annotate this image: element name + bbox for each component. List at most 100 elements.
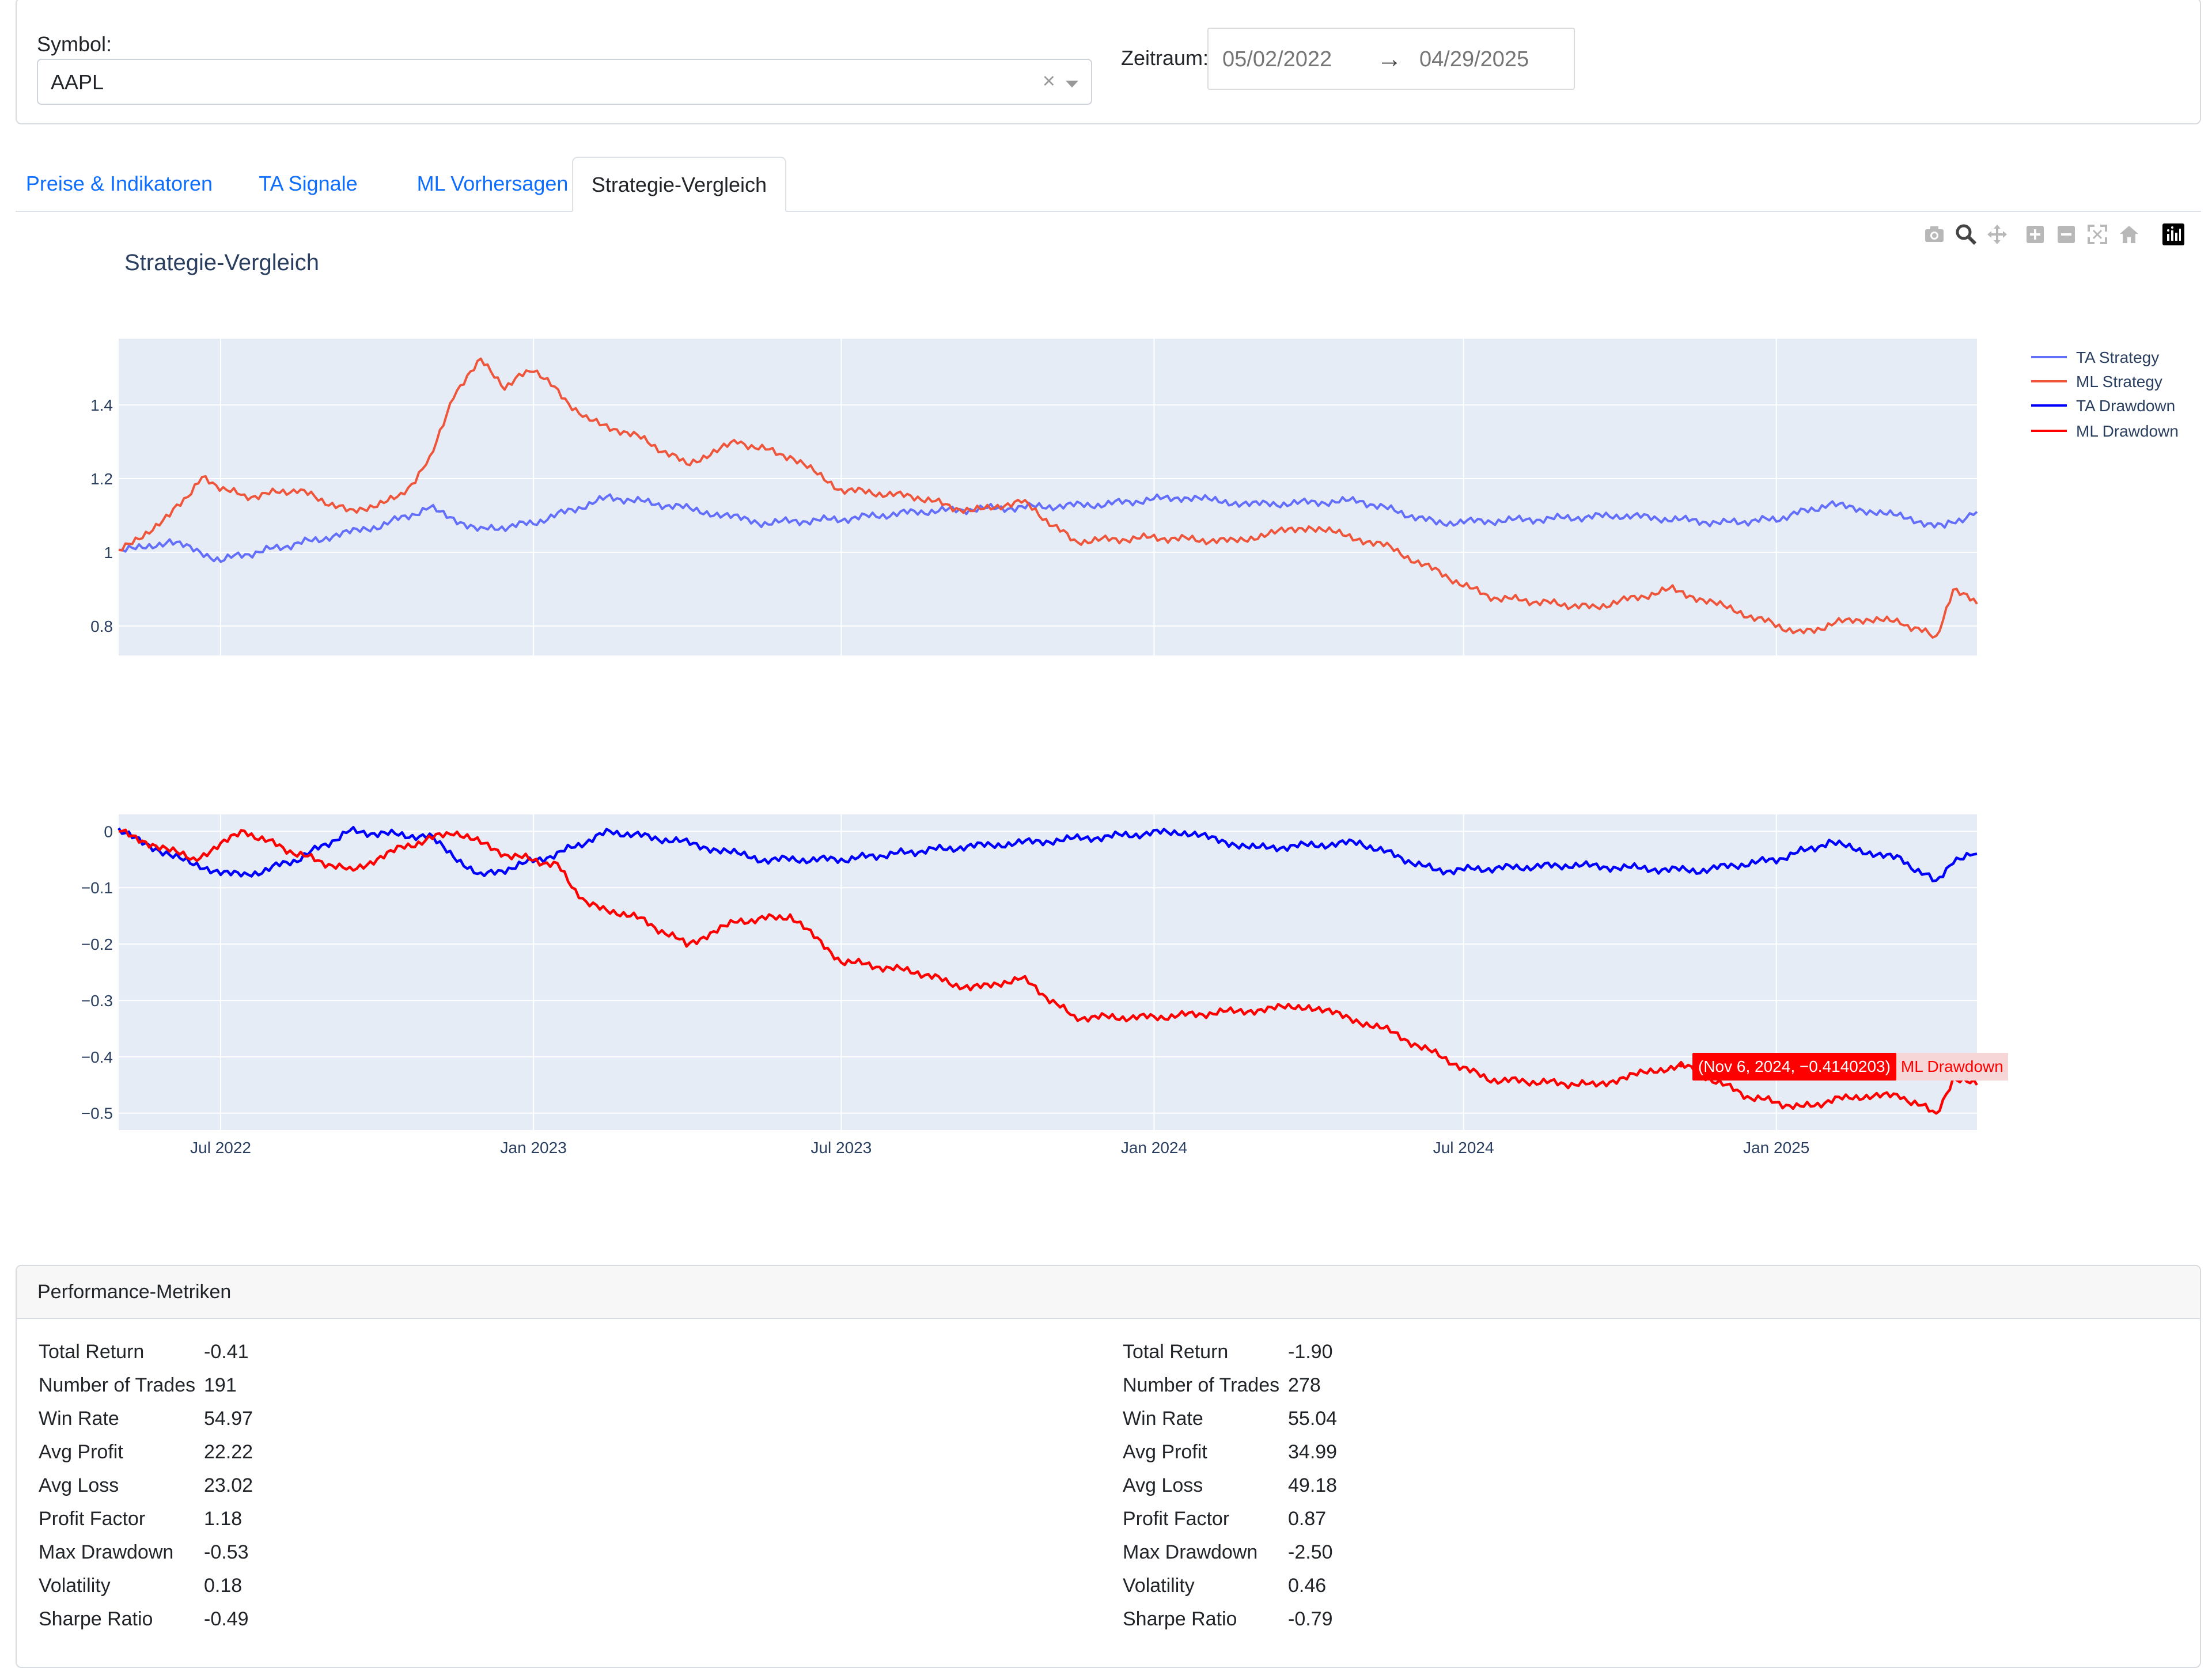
series-line-ml-strategy[interactable]	[118, 357, 1978, 639]
metric-value: -2.50	[1288, 1541, 1333, 1563]
metric-row: Max Drawdown -0.53	[39, 1541, 499, 1575]
metric-value: 1.18	[204, 1508, 243, 1530]
metric-value: -0.41	[204, 1341, 249, 1363]
metric-value: -0.53	[204, 1541, 249, 1563]
camera-icon[interactable]	[1924, 225, 1945, 243]
ml-metrics-column: Total Return -1.90 Number of Trades 278 Win …	[1123, 1341, 1584, 1642]
metric-value: 34.99	[1288, 1441, 1338, 1463]
y-tick-label: −0.5	[81, 1105, 113, 1123]
y-tick-label: 0.8	[90, 617, 113, 635]
autoscale-icon[interactable]	[2088, 225, 2107, 244]
metric-row: Avg Loss 23.02	[39, 1474, 499, 1508]
series-line-ta-strategy[interactable]	[118, 493, 1978, 563]
y-tick-label: 1	[104, 544, 113, 562]
metric-label: Max Drawdown	[39, 1541, 174, 1563]
series-line-ta-drawdown[interactable]	[118, 826, 1978, 882]
tab-ta-signale[interactable]: TA Signale	[259, 172, 358, 195]
end-date-input[interactable]: 04/29/2025	[1419, 47, 1529, 71]
x-tick-label: Jan 2024	[1121, 1139, 1187, 1157]
symbol-select[interactable]: AAPL ×	[37, 59, 1092, 105]
hover-point	[1678, 1062, 1684, 1068]
tab-ml-vorhersagen[interactable]: ML Vorhersagen	[416, 172, 569, 195]
x-tick-label: Jul 2024	[1433, 1139, 1494, 1157]
y-tick-label: −0.1	[81, 879, 113, 897]
metric-label: Avg Loss	[1123, 1474, 1203, 1496]
hover-series-name: ML Drawdown	[1896, 1053, 2008, 1081]
metric-row: Volatility 0.46	[1123, 1575, 1584, 1608]
chevron-down-icon[interactable]	[1066, 81, 1078, 88]
metric-value: 278	[1288, 1374, 1321, 1396]
hover-tooltip: (Nov 6, 2024, −0.4140203) ML Drawdown	[1692, 1053, 2008, 1081]
metric-row: Sharpe Ratio -0.79	[1123, 1608, 1584, 1642]
metric-label: Win Rate	[39, 1408, 119, 1430]
equity-plot-area[interactable]	[119, 339, 1977, 655]
ta-metrics-column: Total Return -0.41 Number of Trades 191 Win …	[39, 1341, 499, 1642]
metric-label: Number of Trades	[39, 1374, 196, 1396]
reset-axes-icon[interactable]	[2119, 225, 2139, 244]
series-line-ml-drawdown[interactable]	[118, 828, 1978, 1115]
start-date-input[interactable]: 05/02/2022	[1222, 47, 1332, 71]
metric-value: 54.97	[204, 1408, 253, 1430]
arrow-right-icon: →	[1377, 45, 1402, 73]
metric-label: Sharpe Ratio	[1123, 1608, 1237, 1630]
metric-value: -1.90	[1288, 1341, 1333, 1363]
metric-label: Profit Factor	[39, 1508, 146, 1530]
legend-item[interactable]: ML Drawdown	[2076, 422, 2179, 440]
metric-value: -0.49	[204, 1608, 249, 1630]
chart-title: Strategie-Vergleich	[124, 250, 319, 275]
y-tick-label: 0	[104, 822, 113, 840]
metric-label: Avg Profit	[39, 1441, 123, 1463]
pan-icon[interactable]	[1986, 223, 2008, 245]
metric-row: Sharpe Ratio -0.49	[39, 1608, 499, 1642]
tab-bar: Preise & Indikatoren TA Signale ML Vorhe…	[16, 157, 2201, 212]
symbol-value: AAPL	[51, 70, 104, 94]
zoom-icon[interactable]	[1955, 223, 1977, 245]
metric-row: Avg Loss 49.18	[1123, 1474, 1584, 1508]
metric-row: Avg Profit 22.22	[39, 1441, 499, 1474]
legend-item[interactable]: TA Drawdown	[2076, 397, 2175, 415]
zoom-in-icon[interactable]	[2025, 225, 2045, 244]
chart-modebar	[1918, 221, 2195, 250]
y-tick-label: −0.3	[81, 992, 113, 1010]
metric-value: 55.04	[1288, 1408, 1338, 1430]
metric-value: 22.22	[204, 1441, 253, 1463]
metric-label: Number of Trades	[1123, 1374, 1280, 1396]
metric-label: Avg Profit	[1123, 1441, 1207, 1463]
metric-value: 0.46	[1288, 1575, 1327, 1597]
metric-label: Volatility	[1123, 1575, 1195, 1597]
zoom-out-icon[interactable]	[2056, 225, 2076, 244]
y-tick-label: −0.2	[81, 935, 113, 953]
x-tick-label: Jan 2023	[501, 1139, 567, 1157]
tab-preise-indikatoren[interactable]: Preise & Indikatoren	[25, 172, 213, 195]
metric-row: Total Return -1.90	[1123, 1341, 1584, 1374]
plotly-logo-icon[interactable]	[2162, 223, 2184, 245]
metric-row: Profit Factor 1.18	[39, 1508, 499, 1541]
metric-row: Volatility 0.18	[39, 1575, 499, 1608]
legend-item[interactable]: ML Strategy	[2076, 373, 2162, 391]
clear-icon[interactable]: ×	[1042, 69, 1055, 93]
metric-value: 191	[204, 1374, 237, 1396]
metric-value: 0.87	[1288, 1508, 1327, 1530]
y-tick-label: −0.4	[81, 1048, 113, 1066]
metric-label: Total Return	[39, 1341, 145, 1363]
drawdown-plot-area[interactable]	[119, 814, 1977, 1130]
date-range-picker[interactable]: 05/02/2022 → 04/29/2025	[1207, 28, 1575, 90]
metric-label: Avg Loss	[39, 1474, 119, 1496]
metric-row: Max Drawdown -2.50	[1123, 1541, 1584, 1575]
hover-value: (Nov 6, 2024, −0.4140203)	[1692, 1053, 1896, 1081]
legend-item[interactable]: TA Strategy	[2076, 348, 2159, 366]
tab-strategie-vergleich[interactable]: Strategie-Vergleich	[572, 157, 786, 212]
metric-row: Number of Trades 278	[1123, 1374, 1584, 1408]
x-tick-label: Jul 2022	[190, 1139, 251, 1157]
metric-label: Volatility	[39, 1575, 111, 1597]
y-tick-label: 1.2	[90, 470, 113, 488]
metrics-card: Performance-Metriken Total Return -0.41 Nu…	[16, 1265, 2201, 1668]
x-tick-label: Jul 2023	[810, 1139, 872, 1157]
metrics-header: Performance-Metriken	[17, 1266, 2200, 1319]
metric-value: 49.18	[1288, 1474, 1338, 1496]
metric-row: Total Return -0.41	[39, 1341, 499, 1374]
metric-row: Win Rate 55.04	[1123, 1408, 1584, 1441]
metric-value: 23.02	[204, 1474, 253, 1496]
metric-value: 0.18	[204, 1575, 243, 1597]
period-label: Zeitraum:	[1121, 46, 1209, 70]
